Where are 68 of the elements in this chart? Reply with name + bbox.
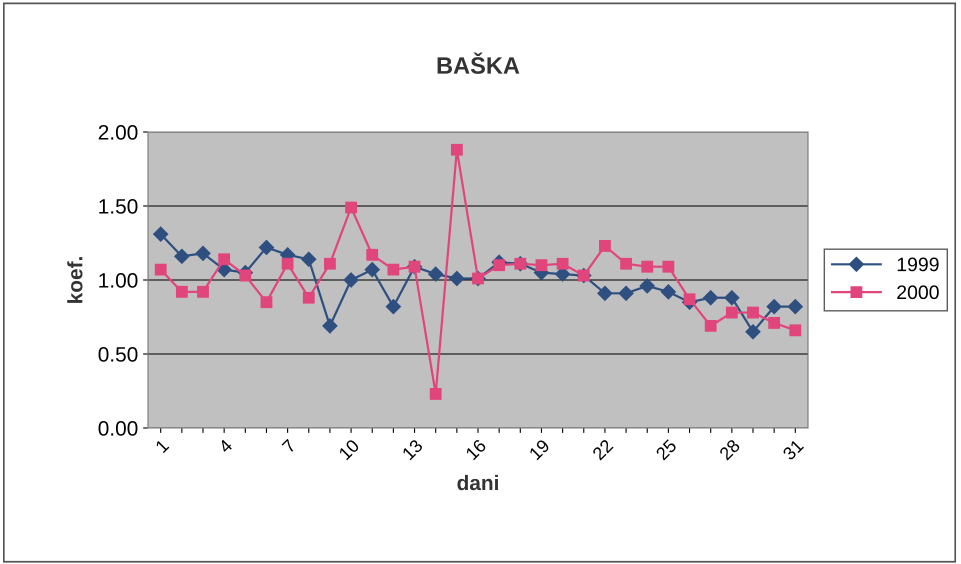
point — [684, 293, 696, 306]
point — [662, 260, 674, 273]
point — [766, 299, 782, 314]
point — [789, 324, 802, 336]
point — [366, 248, 378, 261]
x-tick-label: 28 — [718, 438, 741, 461]
point — [788, 299, 803, 314]
point — [430, 388, 442, 400]
y-tick-label: 1.50 — [99, 199, 138, 214]
x-tick-label: 7 — [282, 438, 296, 454]
point — [324, 258, 336, 270]
point — [344, 272, 359, 288]
point — [703, 290, 718, 306]
x-tick-label: 13 — [402, 438, 424, 460]
point — [704, 320, 717, 332]
y-tick-label: 0.50 — [98, 347, 138, 362]
point — [493, 259, 506, 272]
y-axis-title: koef. — [67, 257, 83, 303]
y-tick-label: 0.00 — [98, 421, 138, 436]
x-tick-label: 10 — [338, 438, 360, 460]
point — [724, 290, 740, 306]
point — [195, 246, 211, 261]
point — [745, 324, 761, 340]
x-tick-label: 25 — [655, 438, 678, 461]
point — [640, 278, 655, 294]
point — [345, 202, 357, 214]
point — [449, 270, 464, 286]
point — [301, 252, 316, 267]
point — [364, 262, 380, 278]
point — [176, 286, 188, 298]
point — [599, 240, 611, 252]
point — [258, 240, 274, 256]
x-axis-title: dani — [457, 474, 498, 490]
point — [302, 292, 315, 304]
point — [428, 266, 444, 282]
point — [153, 226, 168, 242]
point — [218, 253, 230, 266]
y-tick-label: 1.00 — [99, 273, 138, 288]
point — [387, 264, 400, 276]
point — [660, 284, 676, 300]
point — [260, 296, 272, 308]
x-tick-label: 31 — [782, 438, 804, 461]
x-tick-label: 4 — [218, 438, 234, 454]
x-tick-label: 1 — [155, 438, 170, 454]
point — [322, 318, 338, 334]
x-tick-label: 22 — [592, 438, 614, 461]
point — [536, 259, 548, 272]
x-tick-label: 16 — [465, 438, 487, 460]
point — [747, 306, 759, 318]
x-tick-label: 19 — [528, 438, 550, 460]
chart-title: BAŠKA — [438, 52, 520, 74]
point — [282, 258, 294, 270]
legend-label: 2000 — [897, 285, 939, 300]
point — [620, 258, 632, 270]
point — [197, 286, 209, 298]
point — [597, 286, 612, 301]
point — [239, 270, 252, 282]
point — [641, 260, 654, 273]
point — [556, 258, 569, 270]
point — [618, 286, 634, 301]
point — [386, 299, 401, 314]
point — [450, 144, 463, 156]
point — [154, 264, 167, 276]
legend-label: 1999 — [898, 258, 939, 272]
y-tick-label: 2.00 — [98, 125, 138, 140]
point — [768, 317, 780, 329]
point — [726, 306, 738, 318]
point — [174, 248, 190, 264]
